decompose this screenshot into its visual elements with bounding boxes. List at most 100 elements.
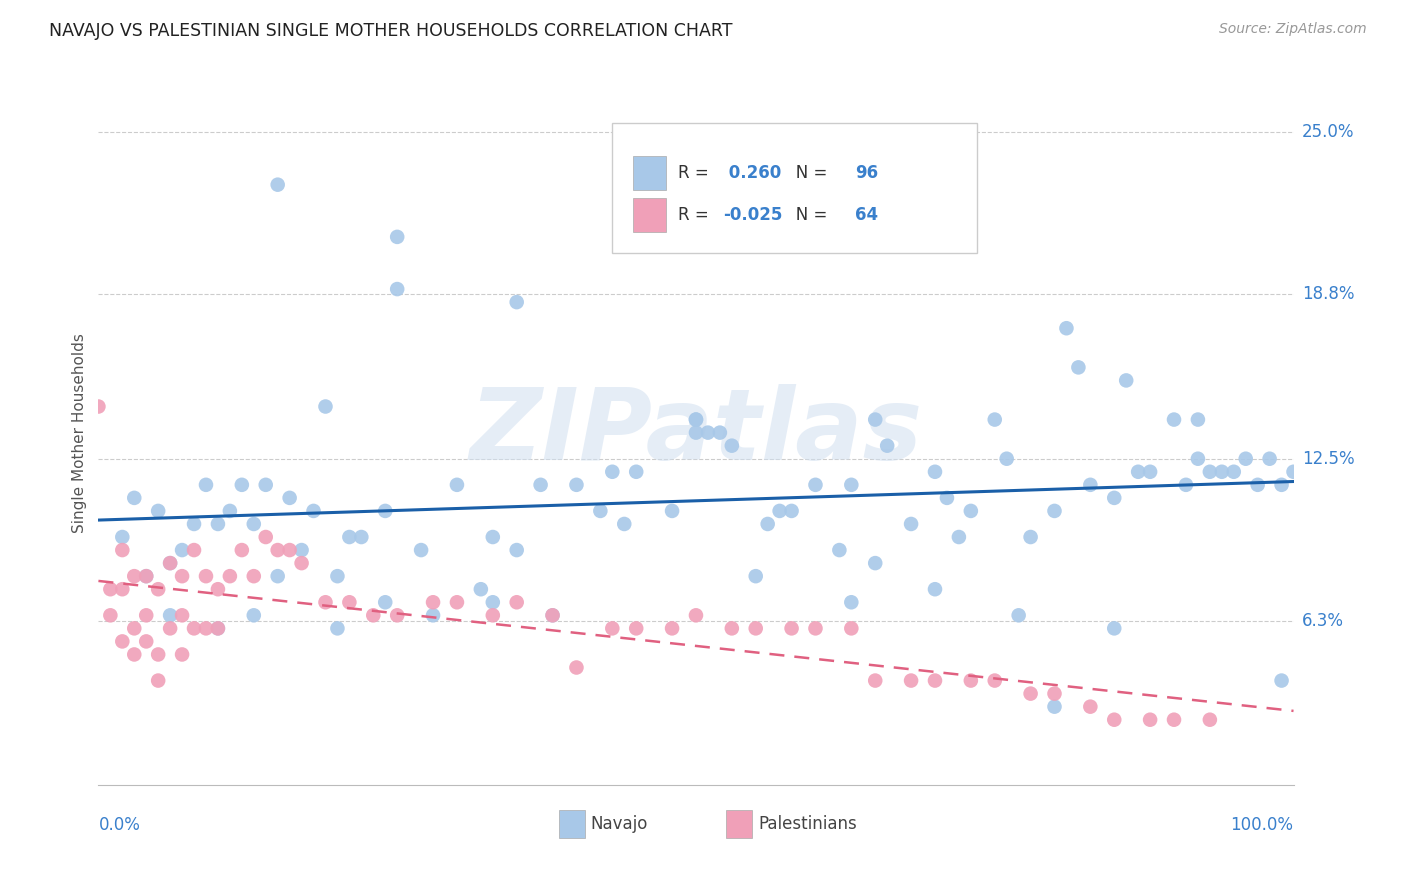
Point: [422, 608, 444, 623]
Text: Navajo: Navajo: [591, 814, 648, 833]
Point: [267, 543, 290, 558]
Point: [1211, 465, 1233, 479]
Point: [243, 516, 266, 531]
Point: [841, 621, 863, 635]
Point: [1199, 465, 1222, 479]
FancyBboxPatch shape: [558, 810, 585, 838]
Point: [339, 530, 361, 544]
Point: [219, 569, 242, 583]
Text: N =: N =: [780, 164, 832, 182]
Point: [602, 465, 624, 479]
FancyBboxPatch shape: [633, 198, 666, 232]
Point: [936, 491, 959, 505]
Point: [159, 621, 181, 635]
Point: [828, 543, 851, 558]
Point: [506, 543, 529, 558]
Point: [124, 648, 146, 662]
Point: [302, 504, 325, 518]
Point: [1104, 713, 1126, 727]
Text: 6.3%: 6.3%: [1302, 612, 1344, 630]
Text: NAVAJO VS PALESTINIAN SINGLE MOTHER HOUSEHOLDS CORRELATION CHART: NAVAJO VS PALESTINIAN SINGLE MOTHER HOUS…: [49, 22, 733, 40]
Text: ZIPatlas: ZIPatlas: [470, 384, 922, 481]
Point: [602, 621, 624, 635]
Point: [900, 516, 922, 531]
Point: [1282, 465, 1305, 479]
Point: [315, 595, 337, 609]
Point: [374, 595, 396, 609]
Point: [98, 582, 122, 597]
Point: [721, 621, 744, 635]
Point: [995, 451, 1018, 466]
Point: [350, 530, 373, 544]
Point: [1247, 478, 1270, 492]
Point: [948, 530, 970, 544]
Point: [148, 582, 170, 597]
Point: [924, 465, 946, 479]
Point: [1139, 465, 1161, 479]
Point: [565, 660, 588, 674]
Point: [1008, 608, 1031, 623]
Point: [1234, 451, 1257, 466]
Text: R =: R =: [678, 164, 714, 182]
Point: [1163, 412, 1185, 426]
Point: [924, 673, 946, 688]
Point: [626, 621, 648, 635]
Point: [865, 673, 887, 688]
Point: [626, 465, 648, 479]
Point: [135, 608, 157, 623]
Point: [756, 516, 779, 531]
Y-axis label: Single Mother Households: Single Mother Households: [72, 333, 87, 533]
Point: [865, 412, 887, 426]
Point: [291, 543, 314, 558]
Point: [1175, 478, 1198, 492]
Point: [780, 621, 803, 635]
Point: [111, 582, 134, 597]
Point: [1139, 713, 1161, 727]
Point: [721, 439, 744, 453]
Point: [111, 530, 134, 544]
Point: [709, 425, 731, 440]
Point: [385, 282, 409, 296]
Point: [124, 491, 146, 505]
Point: [661, 504, 683, 518]
Text: 12.5%: 12.5%: [1302, 450, 1354, 467]
Point: [267, 178, 290, 192]
Point: [506, 295, 529, 310]
Point: [1056, 321, 1078, 335]
FancyBboxPatch shape: [725, 810, 752, 838]
Text: 100.0%: 100.0%: [1230, 815, 1294, 833]
Text: 64: 64: [855, 206, 877, 224]
Point: [1271, 478, 1294, 492]
Text: N =: N =: [780, 206, 832, 224]
FancyBboxPatch shape: [633, 156, 666, 190]
Point: [1187, 451, 1209, 466]
Point: [148, 504, 170, 518]
Point: [172, 543, 194, 558]
Point: [1223, 465, 1246, 479]
Point: [195, 569, 218, 583]
Point: [411, 543, 433, 558]
Text: R =: R =: [678, 206, 714, 224]
Point: [876, 439, 898, 453]
Point: [111, 543, 134, 558]
Point: [481, 608, 505, 623]
Point: [195, 621, 218, 635]
Point: [172, 608, 194, 623]
Point: [231, 543, 253, 558]
Point: [960, 504, 983, 518]
Point: [1128, 465, 1150, 479]
Point: [565, 478, 588, 492]
Point: [1271, 673, 1294, 688]
Point: [135, 634, 157, 648]
Point: [745, 569, 768, 583]
Point: [326, 569, 349, 583]
Point: [541, 608, 564, 623]
Point: [984, 673, 1007, 688]
Point: [231, 478, 253, 492]
Text: Source: ZipAtlas.com: Source: ZipAtlas.com: [1219, 22, 1367, 37]
Point: [841, 478, 863, 492]
Point: [339, 595, 361, 609]
Point: [768, 504, 790, 518]
Point: [530, 478, 553, 492]
Point: [385, 230, 409, 244]
